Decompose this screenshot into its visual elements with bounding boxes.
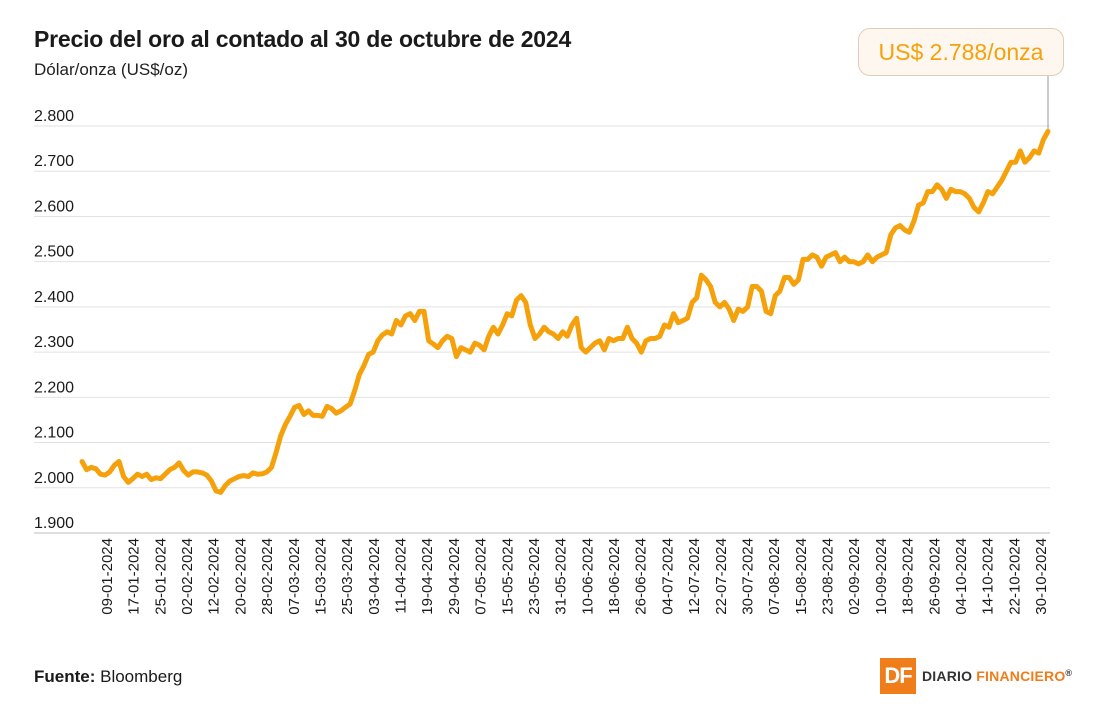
x-tick-label: 10-09-2024 xyxy=(873,538,890,615)
chart-title: Precio del oro al contado al 30 de octub… xyxy=(34,26,572,52)
x-tick-label: 29-04-2024 xyxy=(446,538,463,615)
x-tick-label: 25-03-2024 xyxy=(339,538,356,615)
y-tick-label: 2.700 xyxy=(34,153,74,170)
x-tick-label: 20-02-2024 xyxy=(232,538,249,615)
logo-mark: DF xyxy=(880,658,916,694)
x-tick-label: 07-03-2024 xyxy=(286,538,303,615)
y-tick-label: 2.600 xyxy=(34,198,74,215)
x-tick-label: 28-02-2024 xyxy=(259,538,276,615)
callout-text: US$ 2.788/onza xyxy=(878,38,1044,65)
x-tick-label: 22-07-2024 xyxy=(713,538,730,615)
y-tick-label: 2.300 xyxy=(34,334,74,351)
source-value: Bloomberg xyxy=(95,667,183,686)
x-tick-label: 12-07-2024 xyxy=(686,538,703,615)
x-tick-label: 04-07-2024 xyxy=(659,538,676,615)
x-tick-label: 18-06-2024 xyxy=(606,538,623,615)
x-tick-label: 23-08-2024 xyxy=(820,538,837,615)
source-footer: Fuente: Bloomberg xyxy=(34,667,182,687)
x-tick-label: 09-01-2024 xyxy=(99,538,116,615)
x-tick-label: 15-05-2024 xyxy=(499,538,516,615)
source-label: Fuente: xyxy=(34,667,96,686)
x-tick-label: 03-04-2024 xyxy=(366,538,383,615)
x-tick-label: 31-05-2024 xyxy=(553,538,570,615)
x-tick-label: 12-02-2024 xyxy=(206,538,223,615)
diario-financiero-logo: DF DIARIO FINANCIERO® xyxy=(880,658,1072,694)
x-tick-label: 07-08-2024 xyxy=(766,538,783,615)
chart-subtitle: Dólar/onza (US$/oz) xyxy=(34,60,189,79)
x-tick-label: 02-02-2024 xyxy=(179,538,196,615)
x-tick-label: 26-06-2024 xyxy=(633,538,650,615)
x-tick-label: 04-10-2024 xyxy=(953,538,970,615)
x-tick-label: 22-10-2024 xyxy=(1006,538,1023,615)
x-tick-label: 25-01-2024 xyxy=(152,538,169,615)
y-tick-label: 2.100 xyxy=(34,425,74,442)
x-tick-label: 30-07-2024 xyxy=(739,538,756,615)
y-axis-ticks: 1.900 2.000 2.100 2.200 2.300 2.400 2.500 2.600… xyxy=(34,108,74,532)
x-tick-label: 23-05-2024 xyxy=(526,538,543,615)
x-tick-label: 15-03-2024 xyxy=(312,538,329,615)
x-tick-label: 15-08-2024 xyxy=(793,538,810,615)
x-tick-label: 07-05-2024 xyxy=(473,538,490,615)
logo-name-1: DIARIO xyxy=(922,668,973,684)
x-tick-label: 02-09-2024 xyxy=(846,538,863,615)
x-tick-label: 17-01-2024 xyxy=(126,538,143,615)
x-tick-label: 18-09-2024 xyxy=(900,538,917,615)
x-tick-label: 11-04-2024 xyxy=(393,538,410,614)
y-tick-label: 2.500 xyxy=(34,244,74,261)
latest-price-callout: US$ 2.788/onza xyxy=(858,28,1064,76)
y-tick-label: 2.400 xyxy=(34,289,74,306)
x-tick-label: 19-04-2024 xyxy=(419,538,436,615)
series-line-gold-price xyxy=(79,128,1051,495)
x-tick-label: 30-10-2024 xyxy=(1033,538,1050,615)
y-tick-label: 1.900 xyxy=(34,515,74,532)
x-axis-ticks: 09-01-2024 17-01-2024 25-01-2024 02-02-2024… xyxy=(99,538,1050,615)
logo-name-2: FINANCIERO xyxy=(976,668,1066,684)
x-tick-label: 14-10-2024 xyxy=(980,538,997,615)
x-tick-label: 26-09-2024 xyxy=(926,538,943,615)
y-tick-label: 2.000 xyxy=(34,470,74,487)
x-tick-label: 10-06-2024 xyxy=(579,538,596,615)
logo-registered: ® xyxy=(1065,668,1073,678)
grid-lines xyxy=(34,125,1050,534)
y-tick-label: 2.200 xyxy=(34,379,74,396)
logo-wordmark: DIARIO FINANCIERO® xyxy=(922,668,1072,684)
y-tick-label: 2.800 xyxy=(34,108,74,125)
